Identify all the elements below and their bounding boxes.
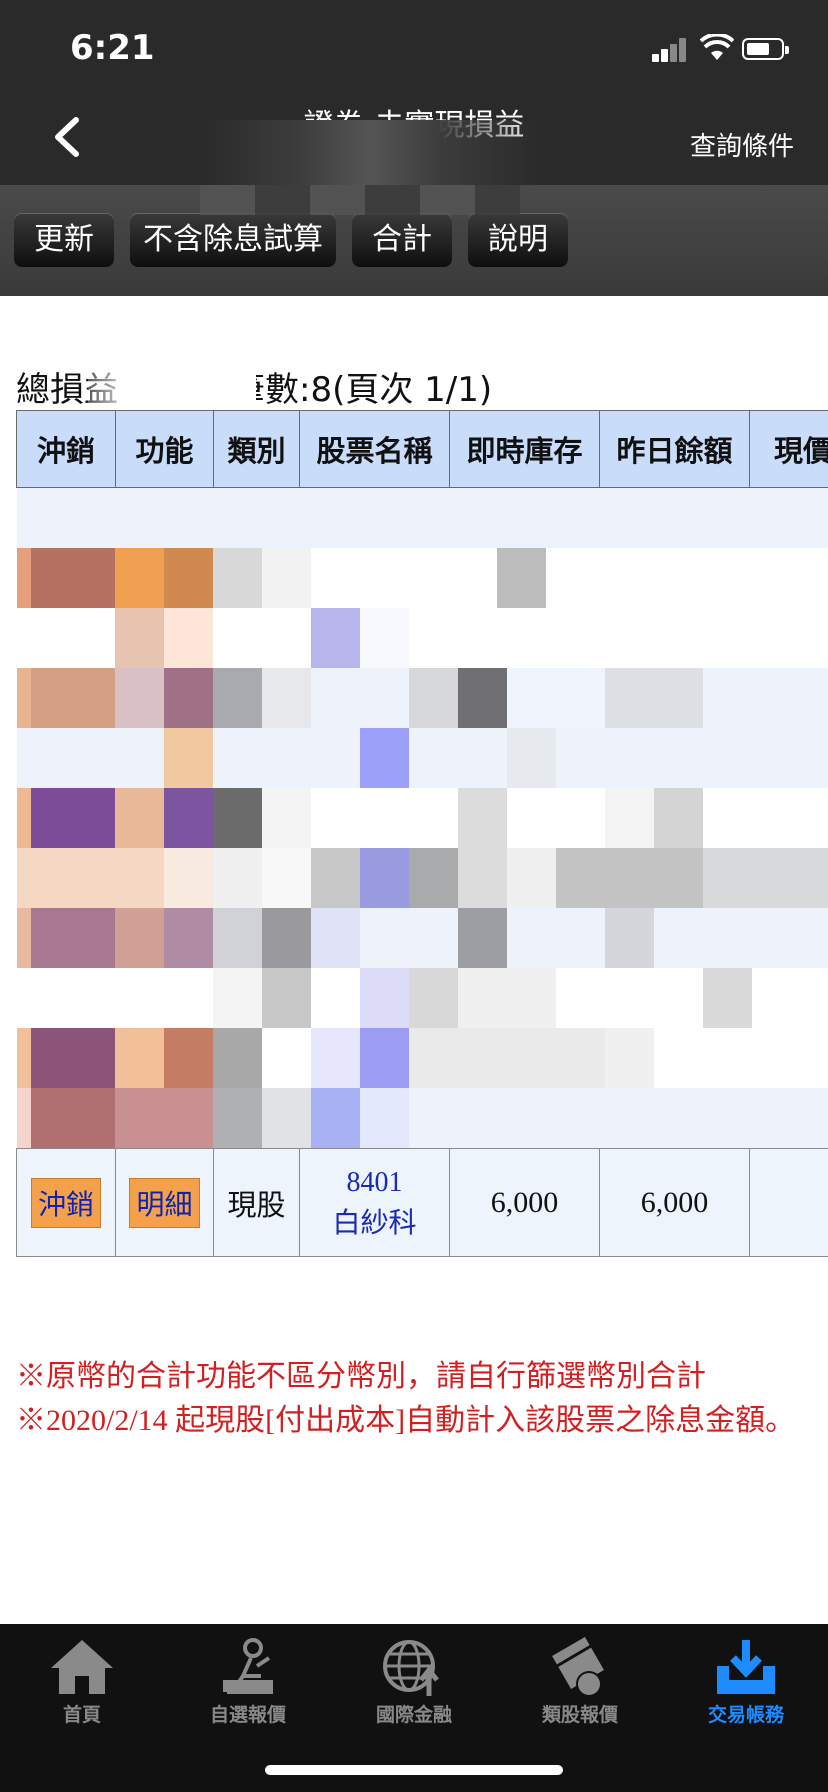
tab-label: 自選報價 — [209, 1704, 286, 1726]
column-header-current-price: 現價 — [749, 410, 828, 488]
status-bar: 6:21 — [0, 0, 828, 90]
stock-link[interactable]: 8401 白紗科 — [300, 1163, 449, 1243]
unrealized-profit-table: 沖銷 功能 類別 股票名稱 即時庫存 昨日餘額 現價 沖銷 明細 現股 8401… — [16, 410, 828, 1257]
column-header-function: 功能 — [115, 410, 214, 488]
realtime-stock-cell: 6,000 — [449, 1148, 600, 1257]
tab-label: 首頁 — [62, 1704, 101, 1726]
function-cell: 明細 — [115, 1148, 214, 1257]
tab-sector-quotes[interactable]: 類股報價 — [510, 1636, 650, 1736]
status-time: 6:21 — [70, 28, 155, 68]
detail-button[interactable]: 明細 — [129, 1177, 200, 1228]
offset-button[interactable]: 沖銷 — [30, 1177, 101, 1228]
stock-code: 8401 — [346, 1166, 403, 1198]
tab-international-finance[interactable]: 國際金融 — [344, 1636, 484, 1736]
note-line: ※2020/2/14 起現股[付出成本]自動計入該股票之除息金額。 — [16, 1404, 796, 1437]
tab-watchlist-quotes[interactable]: 自選報價 — [178, 1636, 318, 1736]
redaction-blur — [88, 340, 256, 406]
stock-name-cell[interactable]: 8401 白紗科 — [299, 1148, 450, 1257]
column-header-kind: 類別 — [213, 410, 300, 488]
wifi-icon — [700, 34, 734, 60]
battery-icon — [742, 38, 789, 60]
pixelated-redaction — [16, 488, 828, 1148]
tab-label: 類股報價 — [541, 1704, 618, 1726]
kind-cell: 現股 — [213, 1148, 300, 1257]
record-count: 筆數:8(頁次 1/1) — [231, 370, 493, 410]
navigation-bar: 證券-未實現損益 查詢條件 — [0, 90, 828, 185]
redaction-blur — [200, 120, 540, 185]
offset-cell: 沖銷 — [16, 1148, 116, 1257]
note-line: ※原幣的合計功能不區分幣別，請自行篩選幣別合計 — [16, 1360, 706, 1393]
tab-label: 國際金融 — [375, 1704, 452, 1726]
total-button[interactable]: 合計 — [352, 213, 452, 267]
column-header-yesterday-balance: 昨日餘額 — [599, 410, 750, 488]
stock-name: 白紗科 — [332, 1205, 417, 1239]
download-tray-icon — [717, 1640, 775, 1694]
bottom-tab-bar: 首頁 自選報價 國際金融 類股報價 交易帳務 — [0, 1624, 828, 1792]
tab-label: 交易帳務 — [707, 1704, 784, 1726]
ex-dividend-calc-button[interactable]: 不含除息試算 — [130, 213, 336, 267]
redacted-area — [16, 488, 828, 1149]
back-chevron-icon[interactable] — [44, 112, 94, 162]
column-header-offset: 沖銷 — [16, 410, 116, 488]
table-header-row: 沖銷 功能 類別 股票名稱 即時庫存 昨日餘額 現價 — [16, 410, 828, 488]
column-header-realtime-stock: 即時庫存 — [449, 410, 600, 488]
home-indicator[interactable] — [265, 1765, 563, 1775]
table-row: 沖銷 明細 現股 8401 白紗科 6,000 6,000 — [16, 1148, 828, 1257]
person-desk-icon — [223, 1638, 273, 1694]
query-conditions-button[interactable]: 查詢條件 — [689, 132, 794, 162]
current-price-cell — [749, 1148, 828, 1257]
home-icon — [51, 1640, 113, 1694]
tab-home[interactable]: 首頁 — [12, 1636, 152, 1736]
toolbar: 更新 不含除息試算 合計 說明 — [0, 185, 828, 296]
help-button[interactable]: 說明 — [468, 213, 568, 267]
film-coin-icon — [552, 1637, 604, 1697]
redacted-rows — [16, 488, 828, 1149]
globe-icon — [383, 1640, 439, 1696]
tab-trading-accounts[interactable]: 交易帳務 — [676, 1636, 816, 1736]
column-header-stock-name: 股票名稱 — [299, 410, 450, 488]
refresh-button[interactable]: 更新 — [14, 213, 114, 267]
yesterday-balance-cell: 6,000 — [599, 1148, 750, 1257]
cellular-signal-icon — [652, 38, 688, 62]
notes: ※原幣的合計功能不區分幣別，請自行篩選幣別合計 ※2020/2/14 起現股[付… — [16, 1355, 816, 1443]
redaction-blur — [200, 185, 520, 215]
